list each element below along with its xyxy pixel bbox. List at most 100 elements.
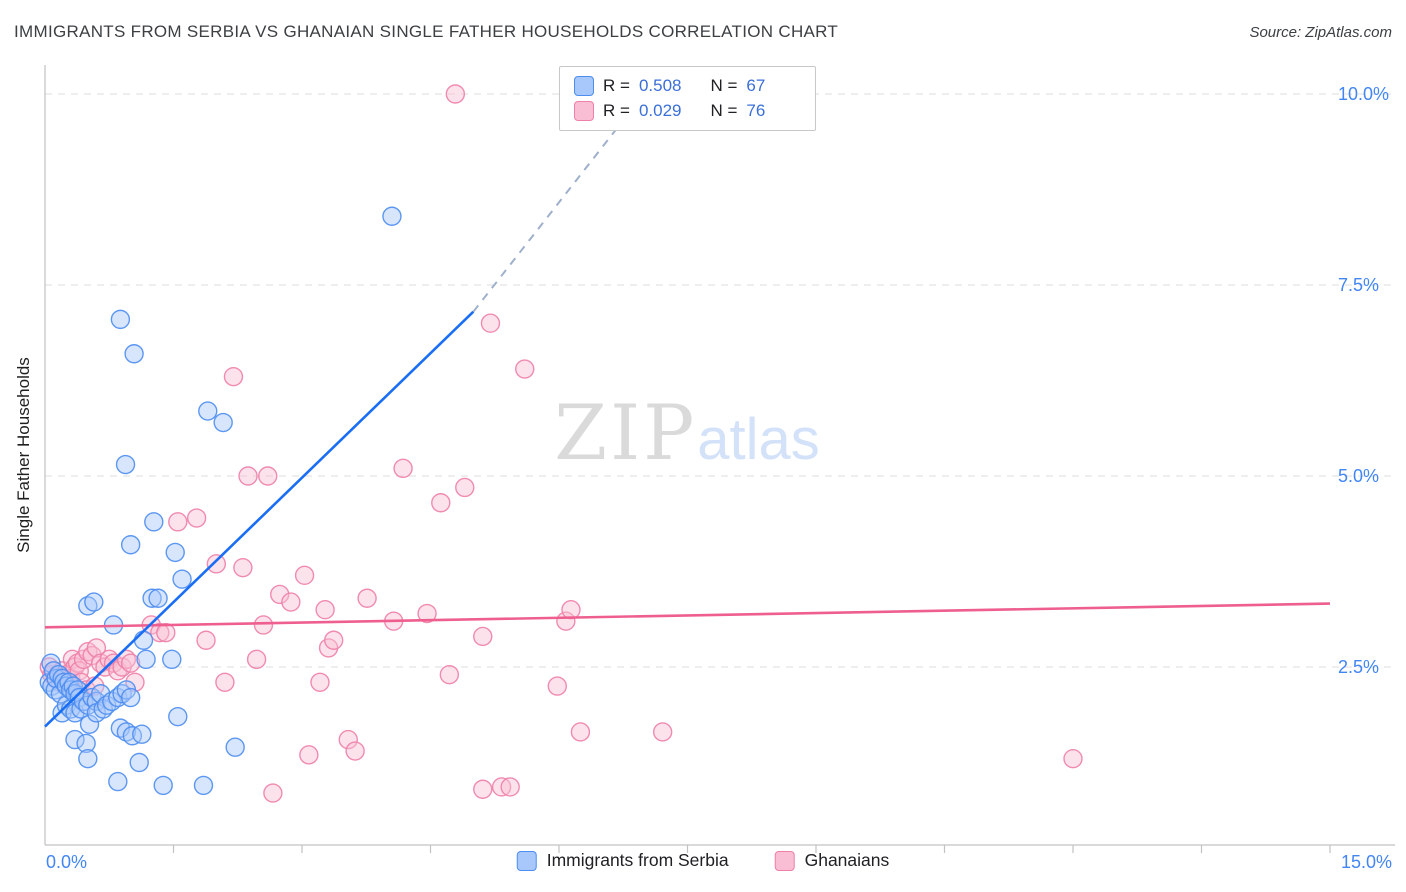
stats-row-serbia: R = 0.508 N = 67: [574, 76, 801, 96]
series-legend: Immigrants from Serbia Ghanaians: [516, 850, 890, 871]
scatter-point: [133, 630, 154, 650]
scatter-point: [246, 649, 267, 670]
scatter-point: [41, 653, 61, 673]
y-tick-label: 7.5%: [1338, 275, 1379, 295]
y-tick-label: 10.0%: [1338, 84, 1389, 104]
scatter-point: [345, 741, 365, 761]
scatter-point: [78, 748, 98, 769]
trend-line: [44, 602, 1331, 629]
scatter-point: [162, 649, 182, 670]
scatter-point: [193, 775, 214, 796]
scatter-point: [439, 664, 460, 685]
scatter-point: [153, 775, 173, 796]
scatter-point: [480, 313, 501, 333]
x-axis-max-label: 15.0%: [1340, 852, 1392, 872]
scatter-point: [110, 309, 131, 330]
scatter-point: [417, 603, 437, 624]
scatter-point: [120, 653, 141, 673]
n-label: N =: [710, 101, 738, 120]
ghanaians-legend-swatch: [774, 850, 795, 871]
scatter-point: [225, 737, 245, 757]
scatter-point: [132, 724, 152, 744]
y-tick-label: 2.5%: [1338, 657, 1379, 677]
legend-item-serbia: Immigrants from Serbia: [516, 850, 729, 871]
r-label: R =: [603, 101, 630, 120]
scatter-point: [120, 687, 141, 708]
scatter-point: [310, 672, 330, 692]
scatter-point: [84, 592, 104, 612]
serbia-legend-label: Immigrants from Serbia: [546, 850, 729, 870]
scatter-point: [65, 729, 85, 750]
scatter-point: [323, 630, 344, 650]
scatter-point: [142, 588, 162, 608]
scatter-point: [196, 630, 216, 650]
scatter-point: [168, 706, 188, 727]
scatter-point: [431, 493, 451, 513]
r-label: R =: [603, 76, 630, 95]
scatter-point: [76, 733, 96, 754]
scatter-point: [445, 84, 466, 104]
r-value-serbia: 0.508: [638, 76, 682, 95]
scatter-point: [258, 466, 278, 486]
scatter-point: [213, 412, 233, 433]
source-attribution: Source: ZipAtlas.com: [1249, 24, 1392, 41]
legend-item-ghanaians: Ghanaians: [774, 850, 890, 871]
scatter-point: [165, 542, 185, 563]
scatter-point: [79, 714, 100, 734]
stats-row-ghanaians: R = 0.029 N = 76: [574, 101, 801, 121]
scatter-point: [500, 777, 520, 797]
scatter-point: [1063, 748, 1083, 769]
scatter-point: [473, 779, 493, 799]
trend-line-extension: [472, 70, 663, 313]
scatter-point: [357, 588, 377, 608]
n-value-ghanaians: 76: [746, 101, 766, 120]
trend-line: [44, 310, 475, 728]
scatter-point: [86, 638, 107, 658]
scatter-point: [148, 588, 168, 608]
scatter-point: [473, 626, 493, 647]
x-axis-min-label: 0.0%: [46, 852, 88, 872]
scatter-point: [144, 512, 164, 532]
page-title: IMMIGRANTS FROM SERBIA VS GHANAIAN SINGL…: [14, 22, 839, 41]
ghanaians-swatch: [574, 101, 594, 121]
scatter-point: [238, 466, 258, 486]
r-value-ghanaians: 0.029: [638, 101, 682, 120]
scatter-point: [124, 344, 144, 364]
scatter-point: [115, 454, 136, 475]
scatter-point: [338, 729, 358, 750]
ghanaians-legend-label: Ghanaians: [804, 850, 890, 870]
scatter-point: [570, 722, 591, 742]
scatter-point: [382, 206, 402, 226]
scatter-point: [223, 366, 244, 387]
scatter-point: [393, 458, 413, 479]
scatter-point: [120, 535, 141, 555]
scatter-point: [515, 359, 535, 379]
serbia-swatch: [574, 76, 594, 96]
scatter-point: [206, 554, 227, 574]
scatter-point: [186, 508, 207, 528]
scatter-point: [547, 676, 567, 696]
serbia-legend-swatch: [516, 850, 537, 871]
scatter-point: [136, 649, 156, 670]
scatter-point: [294, 565, 315, 586]
scatter-point: [270, 584, 290, 605]
n-label: N =: [710, 76, 738, 95]
scatter-point: [172, 569, 192, 589]
scatter-point: [315, 600, 335, 620]
n-value-serbia: 67: [746, 76, 766, 95]
scatter-point: [233, 557, 253, 578]
scatter-point: [156, 622, 176, 643]
scatter-point: [253, 615, 274, 635]
correlation-stats-box: R = 0.508 N = 67 R = 0.029 N = 76: [559, 66, 816, 131]
y-tick-label: 5.0%: [1338, 466, 1379, 486]
scatter-point: [455, 477, 475, 498]
scatter-point: [652, 722, 673, 742]
scatter-point: [129, 752, 149, 773]
scatter-point: [150, 622, 170, 643]
scatter-point: [198, 401, 218, 421]
scatter-point: [263, 783, 283, 803]
scatter-point: [215, 672, 235, 692]
scatter-point: [299, 745, 319, 765]
